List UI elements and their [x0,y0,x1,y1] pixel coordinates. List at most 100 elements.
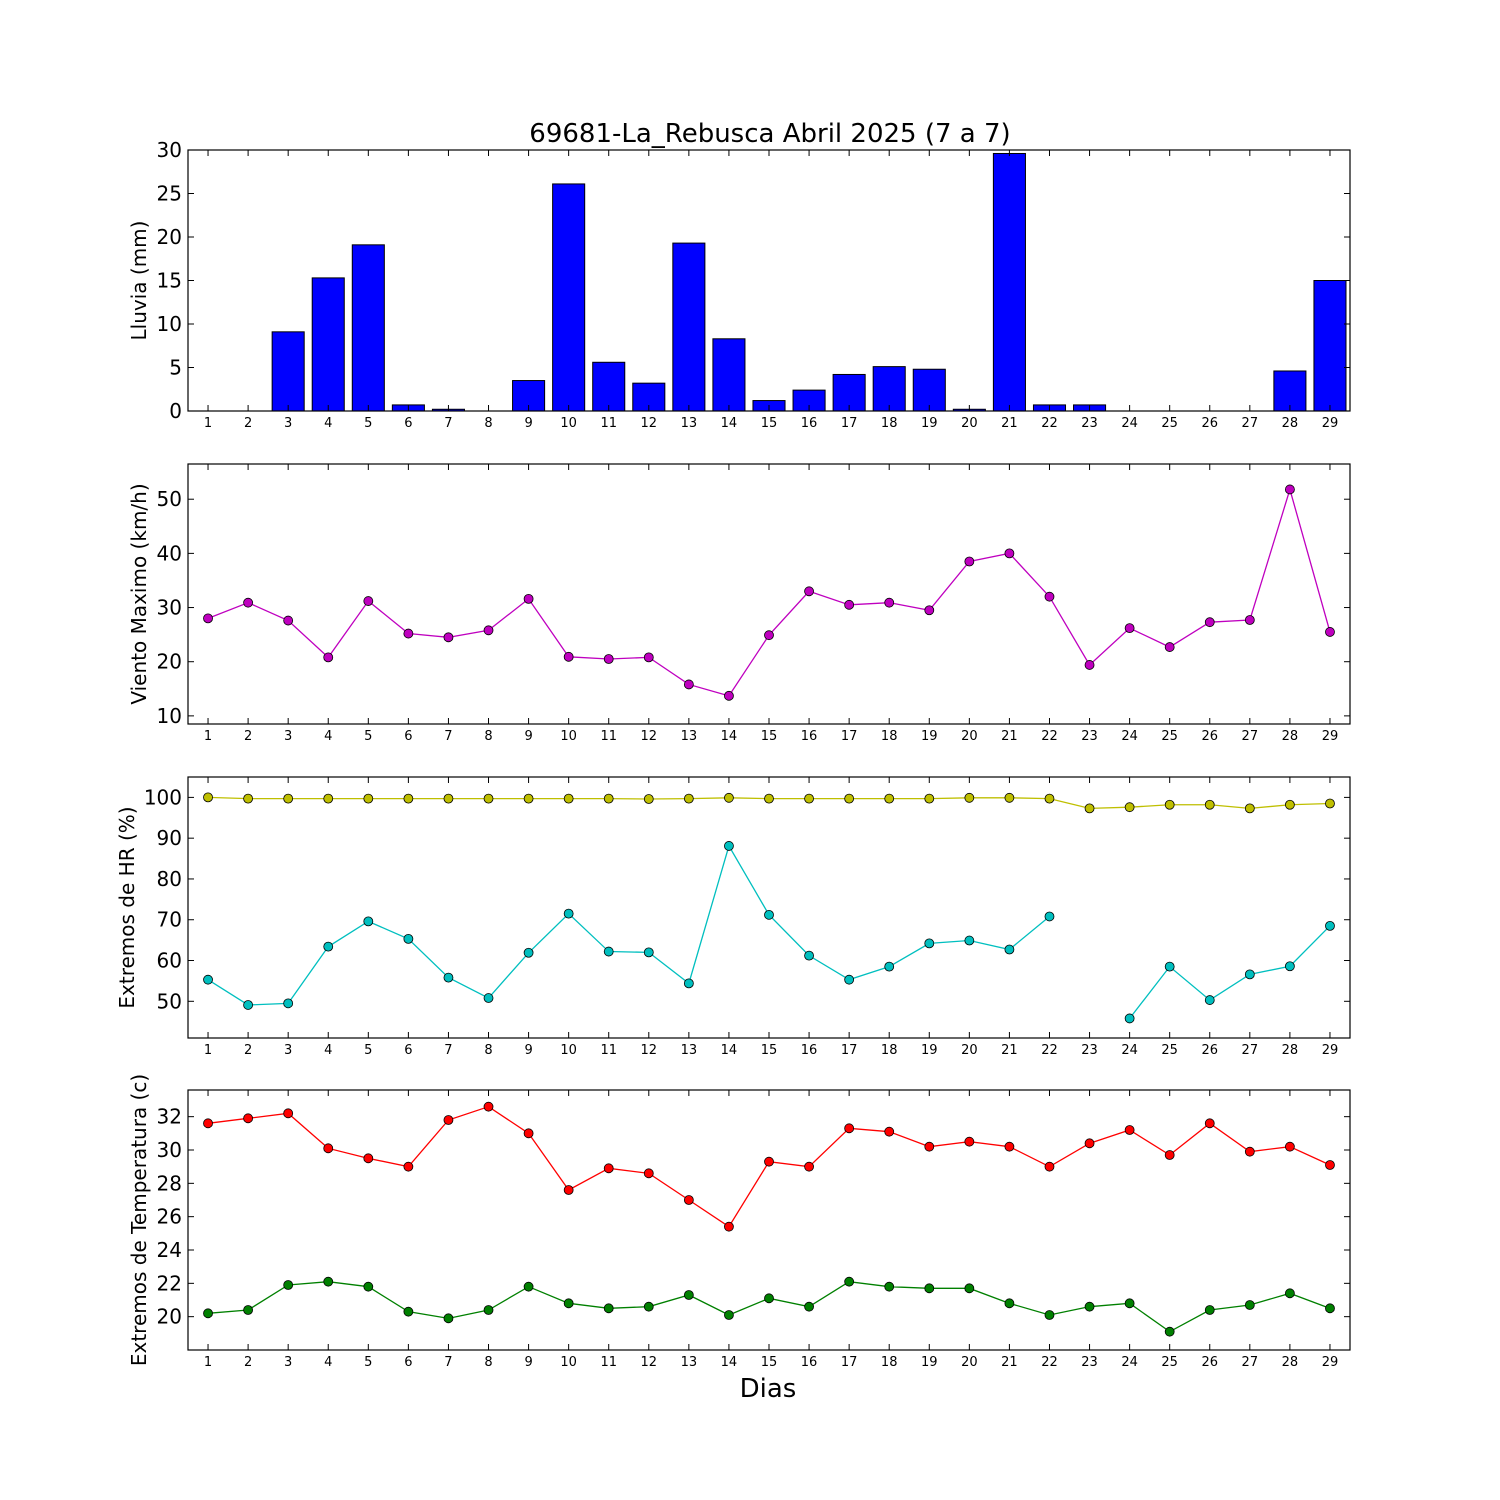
x-tick-label: 4 [324,416,332,431]
x-tick-label: 22 [1041,729,1058,744]
data-point [1164,961,1175,972]
y-tick-label: 26 [157,1205,182,1229]
x-tick-label: 12 [641,1043,658,1058]
x-tick-label: 23 [1081,416,1098,431]
data-point [203,792,213,803]
y-tick-label: 15 [157,269,182,293]
data-point [443,1115,454,1125]
data-point [724,690,734,701]
data-point [1044,591,1055,602]
x-tick-label: 17 [841,416,858,431]
x-tick-label: 24 [1121,1355,1138,1370]
x-tick-label: 28 [1282,729,1299,744]
data-point [603,1163,614,1174]
x-tick-label: 11 [600,416,617,431]
data-point [643,794,654,804]
data-point [724,1310,734,1320]
y-tick-label: 30 [157,138,182,162]
data-point [283,793,294,804]
data-point [844,1276,855,1287]
data-point [1285,1288,1295,1299]
y-tick-label: 20 [157,650,182,674]
data-point [884,1281,895,1292]
data-point [1164,1326,1175,1337]
x-tick-label: 3 [284,1043,292,1058]
data-point [643,1168,654,1179]
y-tick-label: 20 [157,225,182,249]
x-tick-label: 7 [444,1355,452,1370]
x-tick-label: 11 [600,729,617,744]
x-tick-label: 18 [881,1043,898,1058]
bar [832,373,866,412]
data-point [283,998,294,1009]
x-tick-label: 2 [244,1043,252,1058]
data-point [683,679,694,690]
data-point [724,841,734,851]
bar [1273,370,1307,412]
data-point [1204,1118,1215,1129]
x-tick-label: 22 [1041,1043,1058,1058]
x-tick-label: 23 [1081,1043,1098,1058]
data-point [323,793,334,804]
x-tick-label: 1 [204,1043,212,1058]
x-tick-label: 8 [484,416,492,431]
x-tick-label: 23 [1081,729,1098,744]
data-point [443,793,454,804]
data-point [1084,803,1095,814]
data-point [403,1306,414,1317]
y-axis-label: Viento Maximo (km/h) [127,483,151,704]
x-tick-label: 25 [1161,416,1178,431]
bar [271,331,305,412]
x-tick-label: 1 [204,1355,212,1370]
x-tick-label: 28 [1282,1043,1299,1058]
x-tick-label: 16 [801,416,818,431]
x-tick-label: 13 [681,1043,698,1058]
series-line-2 [207,844,1331,1019]
data-point [1204,1305,1215,1315]
x-tick-label: 24 [1121,416,1138,431]
data-point [1325,1160,1335,1170]
data-point [323,1276,334,1287]
data-point [884,961,895,972]
x-tick-label: 19 [921,1355,938,1370]
data-point [1004,944,1015,955]
x-tick-label: 17 [841,1043,858,1058]
x-tick-label: 21 [1001,729,1018,744]
data-point [563,1298,574,1309]
data-point [523,593,534,604]
data-point [323,941,334,952]
data-point [283,1280,294,1290]
data-point [1285,1141,1295,1152]
data-point [483,793,494,804]
data-point [1244,1146,1255,1157]
x-tick-label: 4 [324,1355,332,1370]
x-tick-label: 1 [204,729,212,744]
data-point [1244,969,1255,980]
data-point [363,793,374,804]
data-point [363,596,374,606]
data-point [283,615,294,626]
data-point [1325,1303,1335,1314]
y-tick-label: 22 [157,1271,182,1295]
x-tick-label: 23 [1081,1355,1098,1370]
data-point [283,1108,294,1119]
data-point [563,793,574,804]
data-point [804,1161,814,1172]
x-tick-label: 15 [761,1355,778,1370]
data-point [403,793,414,804]
data-point [1164,799,1175,810]
data-point [203,974,213,985]
data-point [563,651,574,662]
data-point [804,1301,814,1312]
x-tick-label: 6 [404,1043,412,1058]
data-point [964,792,975,803]
x-tick-label: 27 [1242,1355,1259,1370]
bar [992,152,1026,412]
data-point [1124,1013,1135,1024]
data-point [764,909,774,920]
bar [712,338,746,412]
x-tick-label: 22 [1041,1355,1058,1370]
x-tick-label: 7 [444,1043,452,1058]
